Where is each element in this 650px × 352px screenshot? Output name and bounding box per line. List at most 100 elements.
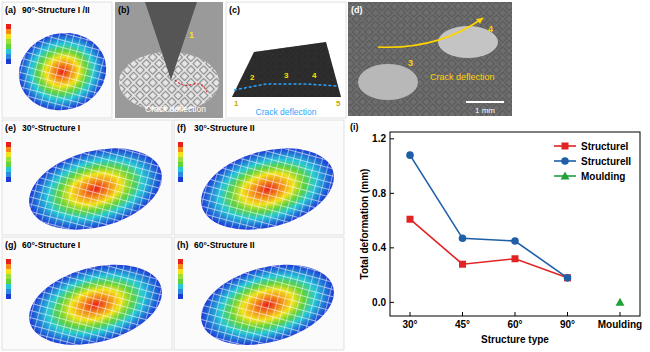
panel-label: (g) [5, 240, 17, 250]
strut [358, 64, 418, 100]
color-legend-swatch [178, 167, 183, 172]
color-legend-swatch [178, 294, 183, 299]
x-tick-label: 90° [560, 319, 575, 330]
x-axis-title: Structure type [481, 334, 549, 345]
data-point [406, 151, 414, 159]
annotation: Crack deflection [256, 107, 317, 117]
y-tick-label: 1.2 [372, 133, 386, 144]
color-legend-swatch [178, 264, 183, 269]
lattice-overlay [20, 135, 171, 244]
marker-number: 4 [312, 71, 317, 80]
contour-plot [20, 251, 171, 352]
color-legend-swatch [178, 279, 183, 284]
series-line [410, 155, 568, 278]
sim-panel: (e)30°-Structure I [2, 120, 172, 243]
panel-label: (i) [350, 122, 359, 132]
y-tick [390, 193, 394, 194]
sem-panel: (d)34Crack deflection1 mm [348, 2, 512, 116]
marker-number: 3 [284, 71, 289, 80]
panel-label: (b) [118, 5, 130, 15]
data-group [406, 151, 624, 306]
color-legend-swatch [178, 172, 183, 177]
legend-label: StructureI [581, 141, 628, 152]
color-legend-swatch [178, 162, 183, 167]
color-legend-swatch [6, 274, 11, 279]
color-legend-swatch [6, 54, 11, 59]
marker-number: 3 [408, 58, 413, 68]
x-tick-label: 60° [507, 319, 522, 330]
crack-arrow [378, 18, 483, 47]
x-tick-label: Moulding [598, 319, 642, 330]
legend-marker [561, 157, 569, 165]
data-point [511, 237, 519, 245]
color-legend-swatch [178, 289, 183, 294]
x-tick-label: 30° [402, 319, 417, 330]
panel-label: (d) [351, 5, 363, 15]
color-legend-swatch [6, 29, 11, 34]
data-point [407, 216, 414, 223]
color-legend-swatch [178, 269, 183, 274]
panel-title: 30°-Structure II [194, 123, 255, 133]
sim-panel: (h)60°-Structure II [174, 237, 344, 352]
marker-number: 4 [488, 24, 493, 34]
y-tick [390, 247, 394, 248]
contour-plot [192, 135, 343, 244]
annotation: Crack deflection [145, 104, 206, 114]
scale-bar-label: 1 mm [475, 106, 495, 115]
color-legend-swatch [178, 147, 183, 152]
specimen [232, 42, 341, 97]
color-legend-swatch [6, 24, 11, 29]
x-tick [462, 312, 463, 316]
color-legend-swatch [6, 264, 11, 269]
photo-panel: 12345(c)Crack deflection [226, 2, 346, 118]
color-legend-swatch [6, 269, 11, 274]
panel-label: (a) [5, 5, 16, 15]
y-axis-title: Total deformation (mm) [359, 169, 370, 280]
y-tick-label: 0.4 [372, 242, 386, 253]
contour-plot [10, 23, 115, 120]
sim-panel: (g)60°-Structure I [2, 237, 172, 352]
x-tick [620, 312, 621, 316]
color-legend-swatch [6, 44, 11, 49]
marker-number: 2 [250, 73, 255, 82]
data-point [512, 255, 519, 262]
panel-bg [348, 2, 512, 116]
panel-title: 90°-Structure I /II [22, 5, 90, 15]
lattice-overlay [192, 135, 343, 244]
specimen-lattice [232, 42, 341, 97]
marker-number: 1 [189, 30, 194, 40]
color-legend-swatch [178, 284, 183, 289]
legend-label: Moulding [581, 171, 625, 182]
data-point [459, 235, 467, 243]
y-tick [390, 138, 394, 139]
photo-panel: (b) 1 Crack deflection [115, 2, 223, 118]
color-legend-swatch [178, 142, 183, 147]
legend-marker [561, 172, 570, 180]
color-legend-swatch [6, 294, 11, 299]
color-legend-swatch [6, 39, 11, 44]
legend-marker [562, 143, 569, 150]
color-legend-swatch [178, 152, 183, 157]
color-legend-swatch [6, 34, 11, 39]
color-legend-swatch [6, 289, 11, 294]
panel-label: (h) [177, 240, 189, 250]
contour-plot [20, 135, 171, 244]
color-legend-swatch [6, 177, 11, 182]
scale-bar [466, 101, 504, 103]
arrow-head [476, 18, 483, 24]
color-legend-swatch [6, 152, 11, 157]
data-point [564, 274, 572, 282]
y-tick-label: 0.8 [372, 188, 386, 199]
marker-number: 1 [234, 99, 239, 108]
x-tick [515, 312, 516, 316]
series-line [410, 219, 568, 278]
chart: (i)0.00.40.81.230°45°60°90°MouldingStruc… [350, 122, 642, 345]
x-tick-label: 45° [455, 319, 470, 330]
crack-path [175, 80, 207, 92]
legend: StructureIStructureIIMoulding [554, 141, 631, 182]
data-point [564, 274, 571, 281]
color-legend-swatch [6, 279, 11, 284]
color-legend-swatch [6, 167, 11, 172]
x-tick [567, 312, 568, 316]
indenter [145, 2, 197, 80]
